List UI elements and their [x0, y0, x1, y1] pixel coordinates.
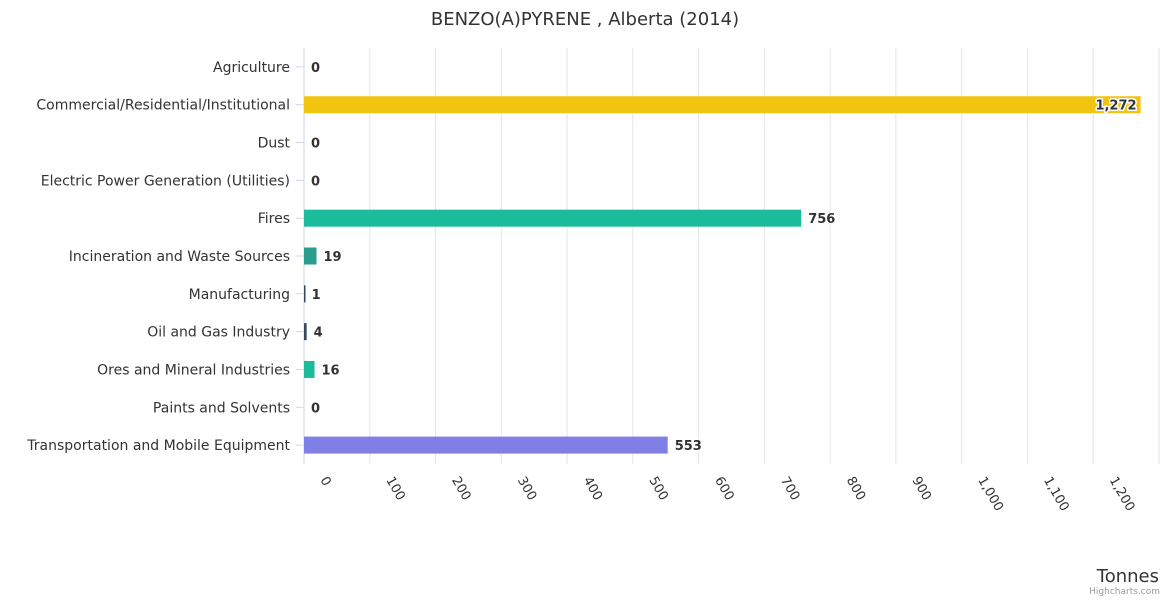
bars	[304, 96, 1141, 454]
category-label: Ores and Mineral Industries	[97, 362, 290, 378]
category-label: Incineration and Waste Sources	[69, 249, 290, 265]
category-label: Agriculture	[213, 60, 290, 76]
category-label: Oil and Gas Industry	[147, 325, 290, 341]
data-labels: 0 1,272 0 0 756 19 1 4 16 0 553	[310, 59, 1139, 455]
category-labels: Agriculture Commercial/Residential/Instit…	[26, 60, 290, 454]
data-label: 1	[312, 288, 321, 303]
bar[interactable]	[304, 96, 1141, 114]
x-tick-label: 1,000	[974, 474, 1006, 514]
bar[interactable]	[304, 436, 668, 454]
data-label: 756	[808, 212, 835, 227]
x-tick-label: 300	[514, 474, 539, 503]
category-label: Manufacturing	[189, 287, 290, 303]
x-tick-label: 500	[645, 474, 670, 503]
data-label: 0	[311, 61, 320, 76]
x-tick-label: 900	[909, 474, 934, 503]
category-label: Paints and Solvents	[153, 400, 290, 416]
x-tick-label: 100	[382, 474, 407, 503]
credits-link[interactable]: Highcharts.com	[1089, 587, 1160, 597]
data-label: 4	[314, 326, 323, 341]
x-tick-label: 800	[843, 474, 868, 503]
bar[interactable]	[304, 285, 306, 303]
x-tick-label: 1,200	[1106, 474, 1138, 514]
data-label: 553	[675, 439, 702, 454]
bar[interactable]	[304, 247, 317, 265]
category-label: Electric Power Generation (Utilities)	[41, 173, 290, 189]
data-label: 19	[323, 250, 341, 265]
x-tick-label: 0	[317, 474, 334, 489]
data-label: 0	[311, 401, 320, 416]
x-tick-label: 400	[580, 474, 605, 503]
category-label: Commercial/Residential/Institutional	[36, 98, 290, 114]
category-label: Transportation and Mobile Equipment	[26, 438, 290, 454]
data-label: 0	[311, 137, 320, 152]
x-axis-title: Tonnes	[1096, 566, 1159, 587]
bar[interactable]	[304, 209, 802, 227]
category-label: Dust	[258, 136, 291, 152]
data-label: 0	[311, 174, 320, 189]
bar[interactable]	[304, 360, 315, 378]
data-label: 16	[322, 363, 340, 378]
bar[interactable]	[304, 323, 307, 341]
chart-title: BENZO(A)PYRENE , Alberta (2014)	[431, 9, 739, 30]
x-tick-label: 1,100	[1040, 474, 1072, 514]
x-axis-tick-labels: 0 100 200 300 400 500 600 700 800 900 1,000 1,100 1,…	[317, 474, 1138, 514]
category-label: Fires	[258, 211, 290, 227]
x-tick-label: 700	[777, 474, 802, 503]
x-tick-label: 200	[448, 474, 473, 503]
x-tick-label: 600	[711, 474, 736, 503]
data-label: 1,272	[1095, 99, 1136, 114]
